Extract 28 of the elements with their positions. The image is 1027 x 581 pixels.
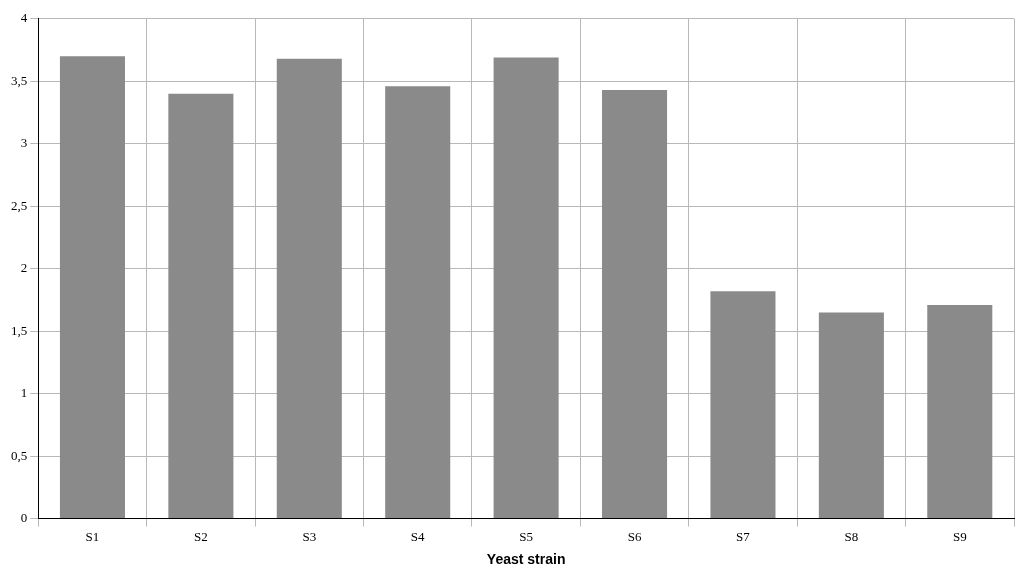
x-tick-label: S2 [194, 528, 208, 544]
y-tick-label: 2 [20, 260, 28, 276]
y-tick-label: 3 [20, 135, 28, 151]
bar [818, 312, 884, 519]
bar [59, 56, 125, 519]
y-tick-label: 0 [20, 510, 28, 526]
x-tick-label: S5 [519, 528, 533, 544]
bar [276, 58, 342, 519]
y-tick-label: 2,5 [11, 197, 28, 213]
x-tick-label: S9 [952, 528, 967, 544]
x-tick-label: S3 [302, 528, 317, 544]
x-tick-label: S4 [410, 528, 426, 544]
bar [927, 304, 993, 519]
y-tick-label: 3,5 [11, 72, 28, 88]
y-tick-label: 0,5 [11, 447, 28, 463]
bar [602, 90, 668, 519]
y-tick-label: 1,5 [11, 322, 28, 338]
bar [168, 93, 234, 519]
bar [493, 57, 559, 519]
x-tick-label: S6 [627, 528, 642, 544]
y-tick-label: 4 [20, 10, 28, 26]
bar [710, 291, 776, 519]
x-axis-title: Yeast strain [486, 551, 566, 568]
bar [385, 86, 451, 519]
y-tick-label: 1 [20, 385, 28, 401]
x-tick-label: S7 [736, 528, 751, 544]
x-tick-label: S1 [85, 528, 100, 544]
x-tick-label: S8 [844, 528, 859, 544]
